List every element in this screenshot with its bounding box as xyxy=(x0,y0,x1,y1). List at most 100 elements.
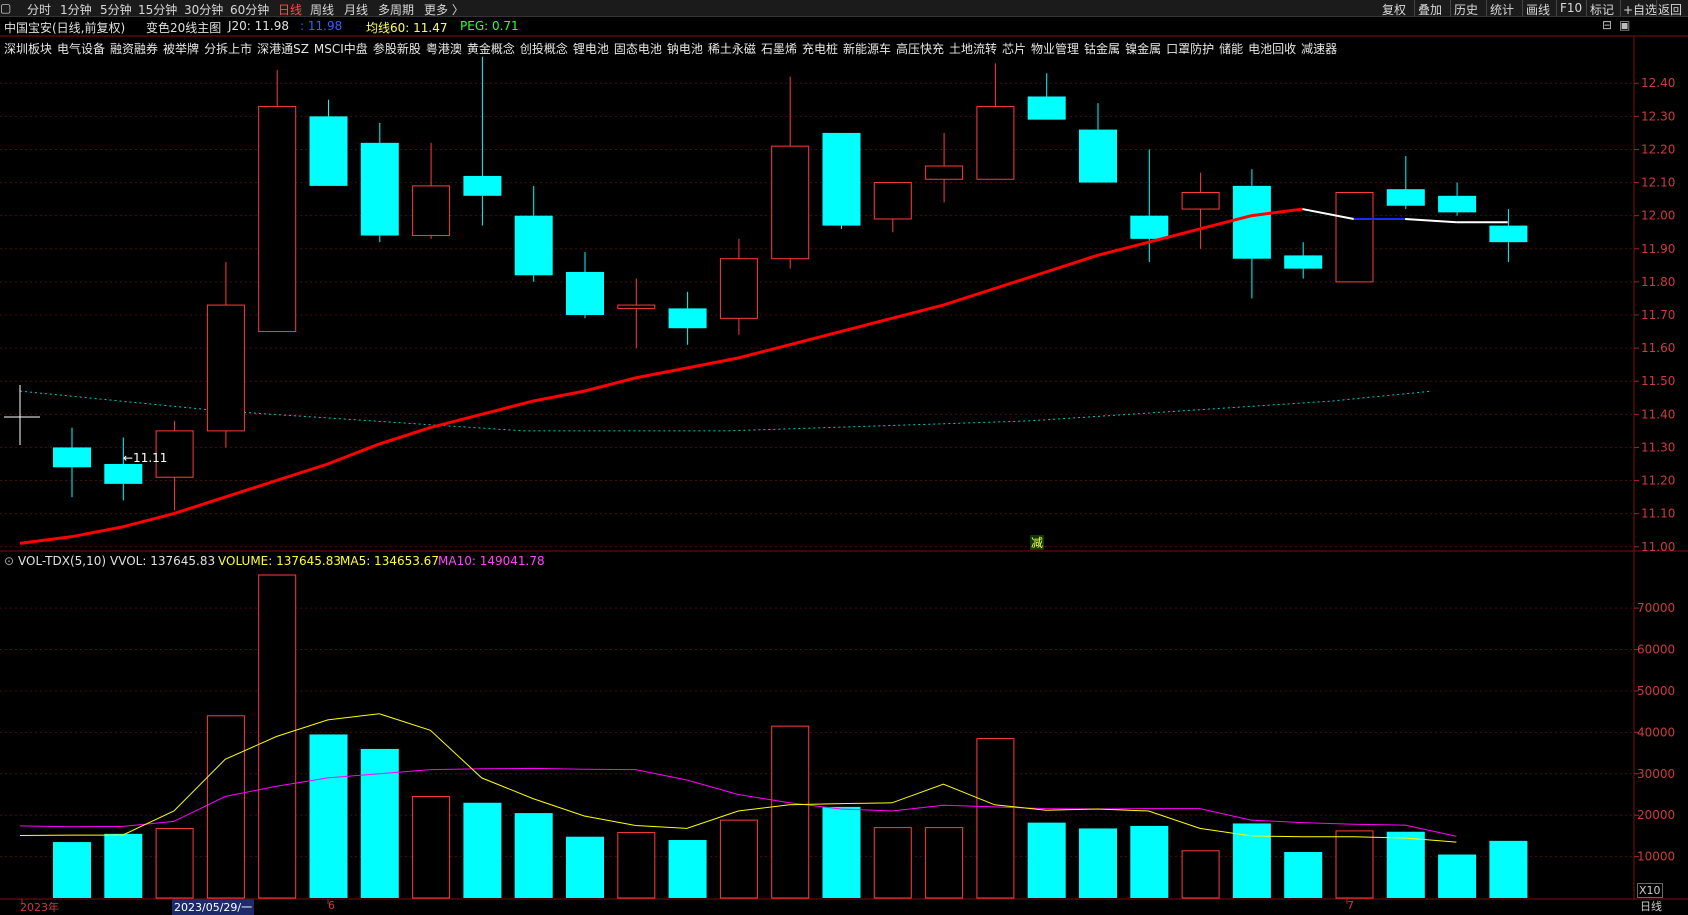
volume-bar-down xyxy=(514,813,553,898)
btn-history[interactable]: 历史 xyxy=(1454,3,1479,17)
tab-weekly[interactable]: 周线 xyxy=(310,3,335,17)
concept-tag[interactable]: 电池回收 xyxy=(1248,42,1297,56)
vol-settings-icon[interactable]: ⊙ xyxy=(4,554,15,568)
window-close-icon[interactable]: ▣ xyxy=(1619,18,1631,32)
concept-tag[interactable]: 分拆上市 xyxy=(204,42,253,56)
tab-daily[interactable]: 日线 xyxy=(278,3,303,17)
tab-fenshi[interactable]: 分时 xyxy=(27,3,52,17)
concept-tag[interactable]: 被举牌 xyxy=(163,42,200,56)
price-axis-label: 11.30 xyxy=(1641,440,1675,454)
price-axis-label: 11.40 xyxy=(1641,407,1675,421)
month-6-label: 6 xyxy=(328,899,335,912)
concept-tag[interactable]: 电气设备 xyxy=(57,42,106,56)
candle-body-down xyxy=(1027,96,1066,120)
btn-return[interactable]: 返回 xyxy=(1658,3,1683,17)
btn-overlay[interactable]: 叠加 xyxy=(1418,3,1443,17)
concept-tag[interactable]: 充电桩 xyxy=(801,42,838,56)
tab-monthly[interactable]: 月线 xyxy=(344,3,369,17)
concept-tag[interactable]: 储能 xyxy=(1219,42,1244,56)
candle-body-down xyxy=(1386,189,1425,206)
candle xyxy=(258,70,297,333)
concept-tag[interactable]: 物业管理 xyxy=(1031,42,1080,56)
window-mode-icon[interactable]: ⊟ xyxy=(1602,18,1613,32)
volume-axis-label: 20000 xyxy=(1637,808,1675,822)
toolbar-back-icon[interactable]: ▢ xyxy=(0,1,12,15)
price-axis-label: 12.10 xyxy=(1641,176,1675,190)
price-axis-label: 12.40 xyxy=(1641,76,1675,90)
candle-body-down xyxy=(360,142,399,236)
concept-tag[interactable]: 镍金属 xyxy=(1125,42,1162,56)
candle-body-down xyxy=(1284,255,1323,269)
concept-tag[interactable]: 锂电池 xyxy=(572,42,609,56)
month-7-label: 7 xyxy=(1347,899,1354,912)
btn-mark[interactable]: 标记 xyxy=(1590,3,1615,17)
candle xyxy=(360,122,399,243)
concept-tag[interactable]: 钴金属 xyxy=(1084,42,1121,56)
candle xyxy=(925,132,964,203)
concept-tag[interactable]: 创投概念 xyxy=(519,42,568,56)
concept-tag[interactable]: 钠电池 xyxy=(666,42,703,56)
tab-60min[interactable]: 60分钟 xyxy=(230,3,270,17)
concept-tag[interactable]: 新能源车 xyxy=(842,42,891,56)
peg-value: PEG: 0.71 xyxy=(460,19,519,33)
concept-tag[interactable]: 高压快充 xyxy=(895,42,944,56)
ma5-value: MA5: 134653.67 xyxy=(340,554,439,568)
candle xyxy=(1027,73,1066,120)
date-label: 2023/05/29/一 xyxy=(172,899,255,915)
candle xyxy=(976,63,1015,180)
btn-draw[interactable]: 画线 xyxy=(1526,3,1551,17)
candle-body-up xyxy=(1335,192,1374,283)
volume-bar-down xyxy=(566,836,604,898)
concept-tag[interactable]: 口罩防护 xyxy=(1166,42,1215,56)
concept-tag[interactable]: 减速器 xyxy=(1301,42,1338,56)
concept-tag[interactable]: 土地流转 xyxy=(949,42,998,56)
year-label: 2023年 xyxy=(20,901,59,914)
concept-tag[interactable]: 芯片 xyxy=(1002,42,1027,56)
concept-tag[interactable]: MSCI中盘 xyxy=(313,42,368,56)
candle-body-down xyxy=(566,271,604,315)
concept-tag[interactable]: 深港通SZ xyxy=(257,42,309,56)
concept-tag[interactable]: 稀土永磁 xyxy=(707,42,756,56)
concept-tag[interactable]: 参股新股 xyxy=(372,42,421,56)
tab-30min[interactable]: 30分钟 xyxy=(184,3,224,17)
vol-indicator-name[interactable]: VOL-TDX(5,10) xyxy=(18,554,107,568)
volume-bar-down xyxy=(309,734,348,898)
btn-stats[interactable]: 统计 xyxy=(1490,3,1515,17)
candle xyxy=(719,238,758,335)
concept-tag[interactable]: 黄金概念 xyxy=(466,42,515,56)
ma20-tail-segment xyxy=(1302,208,1354,220)
volume-bars xyxy=(53,574,1528,899)
tab-1min[interactable]: 1分钟 xyxy=(60,3,92,17)
btn-add-watchlist[interactable]: +自选 xyxy=(1623,3,1658,17)
ma20-line xyxy=(19,207,1508,545)
concept-tag[interactable]: 固态电池 xyxy=(613,42,662,56)
concept-tags: 深圳板块 电气设备 融资融券 被举牌 分拆上市 深港通SZ MSCI中盘 参股新股 粤港澳 黄金概… xyxy=(4,40,1342,57)
candle xyxy=(1232,169,1271,299)
concept-tag[interactable]: 石墨烯 xyxy=(760,42,797,56)
volume-bar-up xyxy=(206,715,245,899)
indicator-name[interactable]: 变色20线主图 xyxy=(146,21,222,35)
btn-fuquan[interactable]: 复权 xyxy=(1382,3,1407,17)
reduce-marker: 减 xyxy=(1031,536,1043,550)
candle xyxy=(1438,182,1477,216)
tab-15min[interactable]: 15分钟 xyxy=(138,3,178,17)
candle-body-down xyxy=(1489,225,1528,243)
volume-bar-down xyxy=(104,833,143,898)
tab-multi-period[interactable]: 多周期 xyxy=(378,3,415,17)
volume-bar-up xyxy=(617,832,656,899)
candle xyxy=(1335,192,1374,283)
volume-bar-down xyxy=(463,802,502,898)
candle-body-down xyxy=(463,175,502,196)
concept-tag[interactable]: 粤港澳 xyxy=(425,42,462,56)
crosshair-cursor-icon xyxy=(4,385,40,445)
tab-5min[interactable]: 5分钟 xyxy=(100,3,132,17)
btn-f10[interactable]: F10 xyxy=(1560,1,1583,15)
candle xyxy=(463,56,502,226)
volume-bar-up xyxy=(976,738,1015,899)
concept-tag[interactable]: 融资融券 xyxy=(110,42,159,56)
candle xyxy=(155,420,194,511)
tab-more[interactable]: 更多 〉 xyxy=(424,3,464,17)
concept-tag[interactable]: 深圳板块 xyxy=(4,42,53,56)
price-axis-label: 11.00 xyxy=(1641,540,1675,554)
